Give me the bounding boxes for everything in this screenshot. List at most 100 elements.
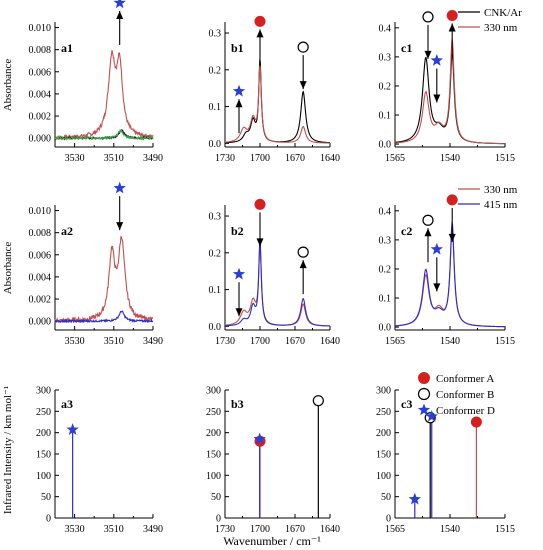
x-tick-label: 1700 bbox=[250, 336, 270, 347]
y-tick-label: 0.3 bbox=[209, 29, 222, 40]
legend-conformer-a: Conformer A bbox=[436, 373, 494, 385]
x-tick-label: 1565 bbox=[385, 153, 405, 164]
marker-a2-0-conformer-d bbox=[113, 181, 126, 194]
x-tick-label: 3490 bbox=[143, 336, 163, 347]
y-tick-label: 0.0 bbox=[209, 139, 222, 150]
panel-label-a2: a2 bbox=[61, 224, 73, 238]
legend-row1: CNK/Ar 330 nm bbox=[458, 7, 522, 34]
x-tick-label: 1515 bbox=[495, 524, 515, 535]
stick-marker-c3-0-conformer-d bbox=[408, 492, 421, 505]
series-line-b2-0 bbox=[224, 244, 331, 327]
y-tick-label: 250 bbox=[36, 407, 51, 418]
marker-b2-0-conformer-a bbox=[254, 198, 266, 210]
arrowhead-c2-0 bbox=[424, 228, 432, 237]
x-tick-label: 3490 bbox=[143, 524, 163, 535]
series-line-b1-0 bbox=[224, 59, 331, 144]
marker-c1-1-conformer-d bbox=[430, 54, 443, 66]
legend-conformer-a-marker bbox=[418, 372, 430, 384]
y-tick-label: 50 bbox=[211, 492, 221, 503]
marker-b1-0-conformer-a bbox=[254, 15, 266, 27]
y-tick-label: 0.000 bbox=[29, 317, 52, 328]
y-tick-label: 300 bbox=[376, 386, 391, 397]
arrowhead-b1-1 bbox=[299, 81, 307, 90]
arrowhead-a2-0 bbox=[116, 222, 124, 231]
legend-row2: 330 nm 415 nm bbox=[458, 184, 518, 211]
y-tick-label: 0.002 bbox=[29, 295, 52, 306]
stick-marker-c3-3-conformer-a bbox=[470, 416, 482, 428]
arrowhead-b2-2 bbox=[235, 308, 243, 317]
y-tick-label: 0.010 bbox=[29, 206, 52, 217]
y-tick-label: 0.0 bbox=[379, 140, 392, 151]
y-tick-label: 0.010 bbox=[29, 23, 52, 34]
arrowhead-c1-2 bbox=[448, 23, 456, 32]
y-tick-label: 200 bbox=[206, 428, 221, 439]
legend-conformer-b: Conformer B bbox=[436, 389, 494, 401]
panel-b1: 0.0 0.1 0.2 0.3 1730 1700 1670 1640 b1 bbox=[209, 15, 340, 164]
series-line-a1-0 bbox=[54, 50, 154, 141]
panel-a1: 0.000 0.002 0.004 0.006 0.008 0.010 3530 3510 34… bbox=[29, 0, 163, 164]
y-tick-label: 0.2 bbox=[209, 65, 222, 76]
y-tick-label: 0.008 bbox=[29, 45, 52, 56]
marker-c1-0-conformer-b bbox=[422, 11, 434, 23]
arrowhead-b2-1 bbox=[299, 260, 307, 269]
series-line-c1-1 bbox=[394, 37, 506, 145]
y-tick-label: 0 bbox=[386, 514, 391, 525]
arrowhead-c2-2 bbox=[448, 233, 456, 242]
marker-a1-0-conformer-d bbox=[113, 0, 126, 9]
y-axis-label-bottom: Infrared Intensity / km mol⁻¹ bbox=[2, 386, 14, 514]
x-tick-label: 1540 bbox=[440, 336, 460, 347]
y-tick-label: 0.3 bbox=[379, 52, 392, 63]
x-tick-label: 1640 bbox=[320, 336, 340, 347]
y-tick-label: 0.2 bbox=[379, 264, 392, 275]
panel-label-c3: c3 bbox=[401, 397, 412, 411]
y-tick-label: 0.1 bbox=[379, 111, 392, 122]
marker-c1-2-conformer-a bbox=[446, 9, 458, 21]
stick-marker-a3-0-conformer-d bbox=[66, 423, 79, 435]
marker-c2-2-conformer-a bbox=[446, 194, 458, 206]
series-line-c1-0 bbox=[394, 51, 506, 145]
x-tick-label: 1540 bbox=[440, 153, 460, 164]
y-tick-label: 0.1 bbox=[379, 294, 392, 305]
panel-label-c1: c1 bbox=[401, 41, 412, 55]
panel-c1: 0.0 0.1 0.2 0.3 0.4 1565 1540 1515 c1 bbox=[379, 9, 515, 164]
x-tick-label: 1565 bbox=[385, 524, 405, 535]
x-tick-label: 1515 bbox=[495, 153, 515, 164]
y-tick-label: 50 bbox=[381, 492, 391, 503]
y-tick-label: 0.004 bbox=[29, 89, 52, 100]
y-tick-label: 0.0 bbox=[379, 323, 392, 334]
x-tick-label: 1730 bbox=[215, 153, 235, 164]
x-tick-label: 1515 bbox=[495, 336, 515, 347]
y-tick-label: 250 bbox=[376, 407, 391, 418]
arrowhead-c1-1 bbox=[433, 94, 441, 103]
panel-label-b1: b1 bbox=[231, 41, 244, 55]
legend-row3: Conformer A Conformer B Conformer D bbox=[417, 372, 495, 417]
panel-c2: 0.0 0.1 0.2 0.3 0.4 1565 1540 1515 c2 bbox=[379, 194, 515, 347]
x-tick-label: 3530 bbox=[65, 336, 85, 347]
y-tick-label: 0 bbox=[46, 514, 51, 525]
series-line-a2-1 bbox=[54, 310, 154, 324]
legend-row2-item1: 330 nm bbox=[484, 184, 518, 196]
x-tick-label: 3510 bbox=[104, 524, 124, 535]
x-tick-label: 1540 bbox=[440, 524, 460, 535]
y-tick-label: 0.3 bbox=[379, 235, 392, 246]
x-tick-label: 1640 bbox=[320, 153, 340, 164]
panel-c3: 0 50 100 150 200 250 300 1565 1540 1515 c3 bbox=[376, 386, 515, 536]
stick-marker-b3-2-conformer-b bbox=[312, 395, 324, 407]
legend-row1-item2: 330 nm bbox=[484, 22, 518, 34]
x-tick-label: 1730 bbox=[215, 524, 235, 535]
y-tick-label: 0.1 bbox=[209, 102, 222, 113]
x-axis-label: Wavenumber / cm⁻¹ bbox=[223, 534, 321, 548]
panel-b3: 0 50 100 150 200 250 300 1730 1700 1670 1640 b3 bbox=[206, 386, 340, 536]
marker-b2-1-conformer-b bbox=[297, 246, 309, 258]
y-tick-label: 0.3 bbox=[209, 212, 222, 223]
y-tick-label: 0 bbox=[216, 514, 221, 525]
y-tick-label: 0.0 bbox=[209, 322, 222, 333]
y-axis-label-top: Absorbance bbox=[2, 59, 14, 112]
panel-a2: 0.000 0.002 0.004 0.006 0.008 0.010 3530 3510 34… bbox=[29, 181, 163, 347]
series-line-b1-1 bbox=[224, 65, 331, 144]
panel-label-a3: a3 bbox=[61, 397, 73, 411]
x-tick-label: 3510 bbox=[104, 336, 124, 347]
y-tick-label: 0.008 bbox=[29, 228, 52, 239]
x-tick-label: 3510 bbox=[104, 153, 124, 164]
y-tick-label: 300 bbox=[206, 386, 221, 397]
